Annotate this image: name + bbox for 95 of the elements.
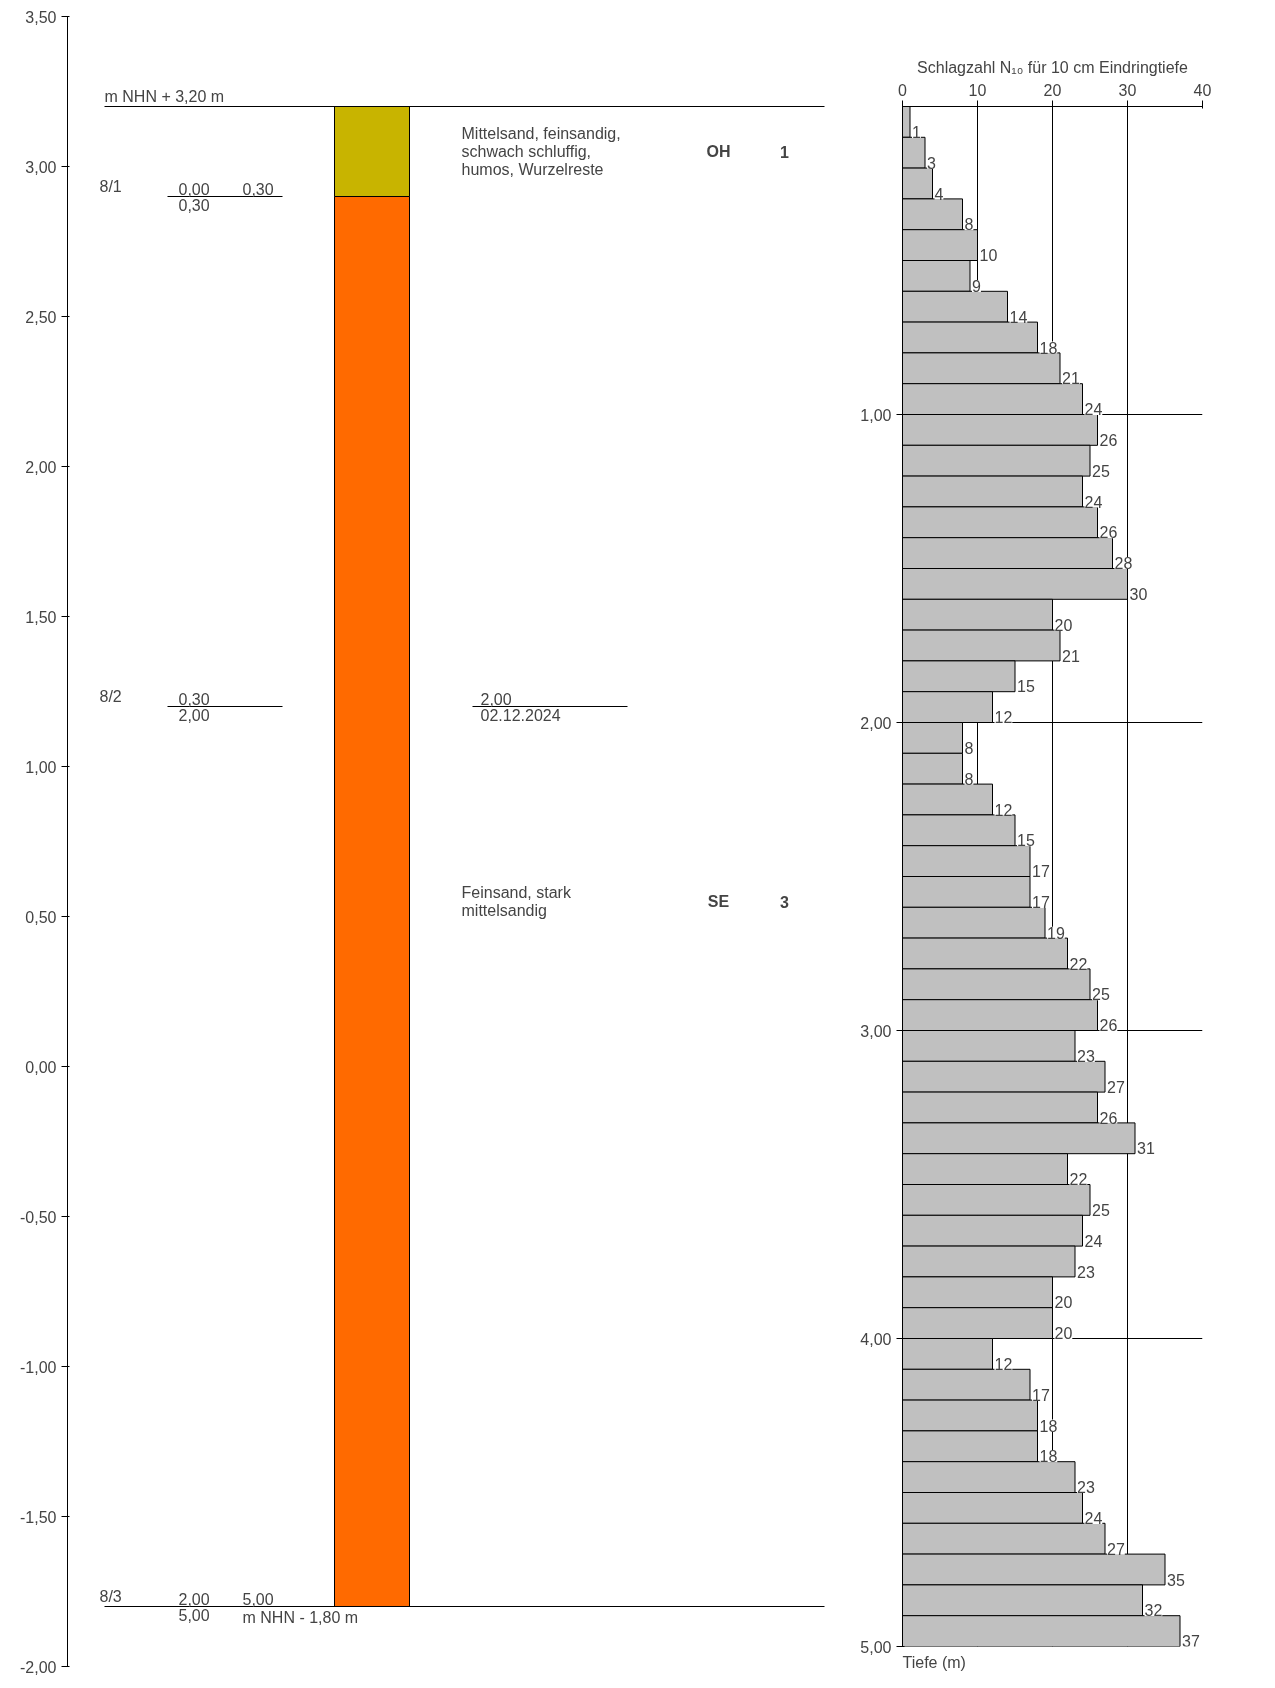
data-label: 23 bbox=[1077, 1479, 1095, 1497]
data-label: 17 bbox=[1032, 863, 1050, 881]
x-tick-label: 30 bbox=[1118, 81, 1137, 99]
y-tick-label: -1,00 bbox=[20, 1358, 57, 1376]
annotation: 02.12.2024 bbox=[480, 706, 561, 724]
data-label: 12 bbox=[994, 801, 1013, 819]
y-tick-label: 5,00 bbox=[860, 1638, 892, 1656]
annotation: 8/2 bbox=[99, 687, 122, 705]
data-label: 24 bbox=[1084, 1232, 1103, 1250]
data-label: 20 bbox=[1054, 616, 1073, 634]
data-label: 22 bbox=[1069, 955, 1088, 973]
data-label: 15 bbox=[1017, 832, 1035, 850]
x-axis-title: Schlagzahl N₁₀ für 10 cm Eindringtiefe bbox=[917, 58, 1189, 76]
annotation: 8/1 bbox=[99, 177, 122, 195]
data-label: 8 bbox=[964, 770, 974, 788]
data-label: 18 bbox=[1039, 1417, 1058, 1435]
data-label: 22 bbox=[1069, 1171, 1088, 1189]
y-tick-label: -1,50 bbox=[20, 1508, 57, 1526]
annotation: Feinsand, stark mittelsandig bbox=[461, 884, 572, 919]
data-label: 23 bbox=[1077, 1263, 1095, 1281]
annotation: 0,00 bbox=[178, 180, 210, 198]
data-label: 12 bbox=[994, 1355, 1013, 1373]
ref-line-label: m NHN + 3,20 m bbox=[104, 87, 225, 105]
data-label: 27 bbox=[1107, 1078, 1125, 1096]
annotation: 2,00 bbox=[178, 706, 210, 724]
annotation: SE bbox=[707, 893, 730, 910]
data-label: 26 bbox=[1099, 431, 1118, 449]
data-label: 26 bbox=[1099, 524, 1118, 542]
y-tick-label: 4,00 bbox=[860, 1330, 892, 1348]
data-label: 37 bbox=[1182, 1633, 1200, 1651]
data-label: 21 bbox=[1062, 370, 1080, 388]
annotation: 0,30 bbox=[242, 180, 274, 198]
y-tick-label: 0,00 bbox=[25, 1058, 57, 1076]
annotation: 0,30 bbox=[178, 196, 210, 214]
annotation: 5,00 bbox=[178, 1606, 210, 1624]
y-tick-label: 1,00 bbox=[25, 758, 57, 776]
y-tick-label: 2,00 bbox=[25, 458, 57, 476]
data-label: 35 bbox=[1167, 1571, 1185, 1589]
annotation: 2,00 bbox=[480, 690, 512, 708]
data-label: 27 bbox=[1107, 1540, 1125, 1558]
data-label: 18 bbox=[1039, 1448, 1058, 1466]
y-tick-label: 3,50 bbox=[25, 8, 57, 26]
data-label: 20 bbox=[1054, 1325, 1073, 1343]
data-label: 1 bbox=[912, 123, 921, 141]
data-label: 30 bbox=[1129, 585, 1148, 603]
annotation: 0,30 bbox=[178, 690, 210, 708]
data-label: 20 bbox=[1054, 1294, 1073, 1312]
data-label: 14 bbox=[1009, 308, 1028, 326]
data-label: 15 bbox=[1017, 678, 1035, 696]
y-tick-label: -2,00 bbox=[20, 1658, 57, 1676]
data-label: 28 bbox=[1114, 555, 1133, 573]
annotation: OH bbox=[706, 143, 731, 160]
data-label: 26 bbox=[1099, 1017, 1118, 1035]
y-tick-label: -0,50 bbox=[20, 1208, 57, 1226]
data-label: 17 bbox=[1032, 1386, 1050, 1404]
data-label: 24 bbox=[1084, 401, 1103, 419]
data-label: 31 bbox=[1137, 1140, 1155, 1158]
data-label: 12 bbox=[994, 709, 1013, 727]
annotation: 8/3 bbox=[99, 1587, 122, 1605]
data-label: 21 bbox=[1062, 647, 1080, 665]
annotation: 5,00 bbox=[242, 1590, 274, 1608]
data-label: 10 bbox=[979, 247, 998, 265]
y-tick-label: 1,50 bbox=[25, 608, 57, 626]
data-label: 17 bbox=[1032, 893, 1050, 911]
annotation: 2,00 bbox=[178, 1590, 210, 1608]
data-label: 24 bbox=[1084, 493, 1103, 511]
annotation: Mittelsand, feinsandig, schwach schluffig, humos, Wurzelreste bbox=[461, 125, 621, 178]
y-tick-label: 3,00 bbox=[860, 1022, 892, 1040]
data-label: 25 bbox=[1092, 1201, 1110, 1219]
ref-line-label: m NHN - 1,80 m bbox=[242, 1608, 359, 1626]
x-tick-label: 0 bbox=[898, 81, 908, 99]
data-label: 32 bbox=[1144, 1602, 1163, 1620]
annotation: 1 bbox=[780, 143, 790, 161]
data-label: 18 bbox=[1039, 339, 1058, 357]
data-label: 4 bbox=[934, 185, 944, 203]
data-label: 25 bbox=[1092, 462, 1110, 480]
y-tick-label: 2,00 bbox=[860, 714, 892, 732]
x-tick-label: 40 bbox=[1193, 81, 1212, 99]
y-tick-label: 1,00 bbox=[860, 406, 892, 424]
data-label: 23 bbox=[1077, 1047, 1095, 1065]
data-label: 8 bbox=[964, 216, 974, 234]
x-tick-label: 10 bbox=[968, 81, 987, 99]
data-label: 24 bbox=[1084, 1509, 1103, 1527]
text: Tiefe (m) bbox=[902, 1653, 966, 1671]
data-label: 26 bbox=[1099, 1109, 1118, 1127]
y-tick-label: 3,00 bbox=[25, 158, 57, 176]
data-label: 19 bbox=[1047, 924, 1065, 942]
data-label: 9 bbox=[972, 277, 981, 295]
data-label: 25 bbox=[1092, 986, 1110, 1004]
y-tick-label: 0,50 bbox=[25, 908, 57, 926]
data-label: 8 bbox=[964, 739, 974, 757]
y-tick-label: 2,50 bbox=[25, 308, 57, 326]
x-tick-label: 20 bbox=[1043, 81, 1062, 99]
data-label: 3 bbox=[927, 154, 936, 172]
annotation: 3 bbox=[780, 893, 790, 911]
